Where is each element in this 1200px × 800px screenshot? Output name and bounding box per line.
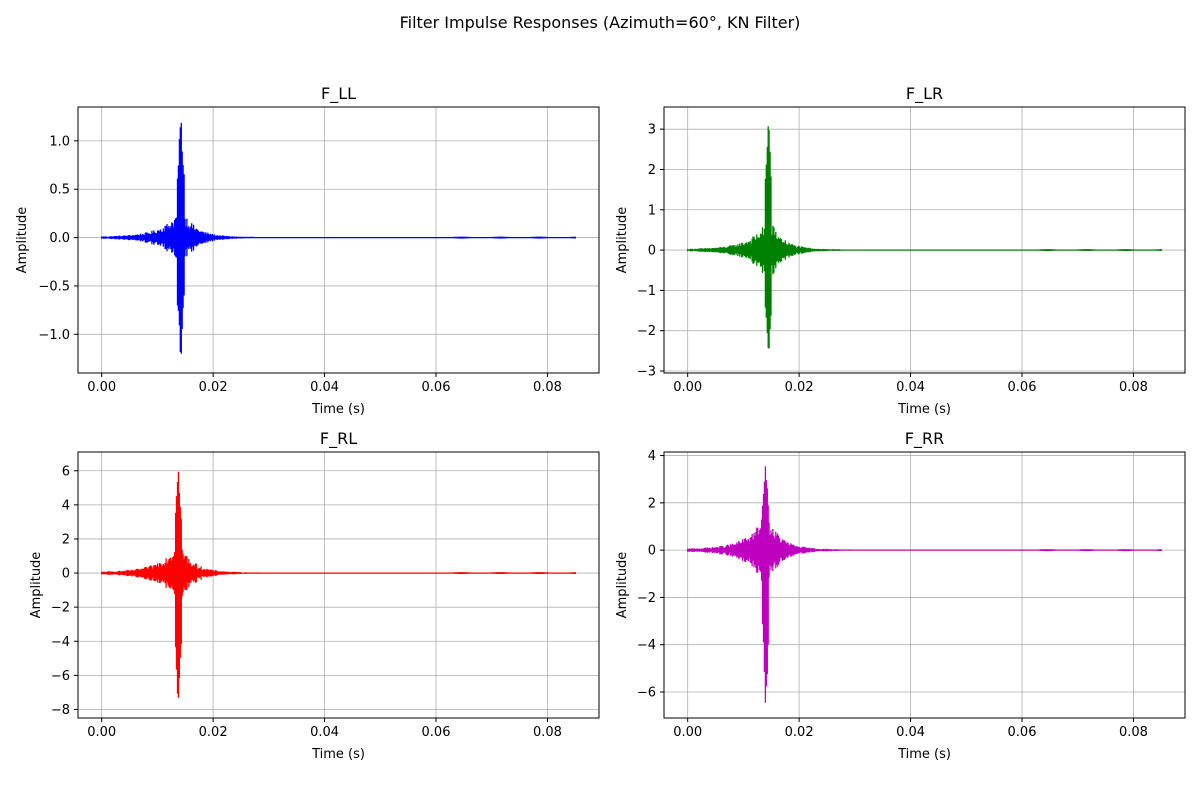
subplot-f-lr: 0.00 0.02 0.04 0.06 0.08 −3 −2 −1 0 1 2 3 F_LR Time (… xyxy=(615,84,1186,417)
y-tick-label: −1.0 xyxy=(38,328,70,343)
y-tick-label: −4 xyxy=(51,635,70,650)
x-tick-label: 0.00 xyxy=(673,380,702,395)
x-tick-label: 0.06 xyxy=(1008,725,1037,740)
y-axis-label: Amplitude xyxy=(615,552,630,619)
x-tick-label: 0.08 xyxy=(1119,725,1148,740)
y-tick-label: −8 xyxy=(51,703,70,718)
subplot-title: F_RL xyxy=(320,429,357,449)
figure-title: Filter Impulse Responses (Azimuth=60°, K… xyxy=(399,13,801,32)
axes-frame xyxy=(663,106,1186,374)
subplot-f-rr: 0.00 0.02 0.04 0.06 0.08 −6 −4 −2 0 2 4 F_RR Time (s… xyxy=(615,429,1186,762)
y-axis-label: Amplitude xyxy=(15,207,30,274)
x-tick-label: 0.00 xyxy=(87,380,116,395)
y-tick-label: 0 xyxy=(648,544,656,559)
y-tick-label: 2 xyxy=(648,163,656,178)
y-tick-label: −0.5 xyxy=(38,279,70,294)
y-tick-label: 0 xyxy=(62,567,70,582)
y-tick-label: 4 xyxy=(648,449,656,464)
y-tick-label: 0 xyxy=(648,244,656,259)
x-axis-label: Time (s) xyxy=(311,402,365,417)
x-tick-label: 0.08 xyxy=(533,380,562,395)
x-tick-label: 0.08 xyxy=(533,725,562,740)
y-tick-label: −2 xyxy=(637,591,656,606)
y-tick-label: 1.0 xyxy=(49,134,70,149)
subplot-title: F_LL xyxy=(321,84,356,104)
y-tick-label: −4 xyxy=(637,638,656,653)
x-axis-label: Time (s) xyxy=(897,747,951,762)
x-tick-label: 0.06 xyxy=(1008,380,1037,395)
x-tick-label: 0.04 xyxy=(310,725,339,740)
x-tick-label: 0.04 xyxy=(896,725,925,740)
y-tick-label: 6 xyxy=(62,464,70,479)
series-line-f-ll xyxy=(101,122,576,354)
series-line-f-rr xyxy=(687,466,1162,703)
y-tick-label: 0.5 xyxy=(49,183,70,198)
x-axis-label: Time (s) xyxy=(897,402,951,417)
axes-frame xyxy=(77,451,600,719)
x-tick-label: 0.00 xyxy=(87,725,116,740)
y-tick-label: −6 xyxy=(51,669,70,684)
subplot-f-ll: 0.00 0.02 0.04 0.06 0.08 −1.0 −0.5 0.0 0.5 1.0 F_L… xyxy=(15,84,600,417)
series-line-f-lr xyxy=(687,126,1162,349)
x-tick-label: 0.02 xyxy=(199,725,228,740)
y-tick-label: 2 xyxy=(62,532,70,547)
y-tick-label: −2 xyxy=(637,324,656,339)
y-tick-label: 1 xyxy=(648,203,656,218)
x-tick-label: 0.06 xyxy=(422,380,451,395)
y-tick-label: −2 xyxy=(51,601,70,616)
y-tick-label: 3 xyxy=(648,123,656,138)
subplot-title: F_LR xyxy=(906,84,943,104)
y-tick-label: 4 xyxy=(62,498,70,513)
x-axis-label: Time (s) xyxy=(311,747,365,762)
y-tick-label: −3 xyxy=(637,364,656,379)
axes-frame xyxy=(77,106,600,374)
x-tick-label: 0.02 xyxy=(785,725,814,740)
series-line-f-rl xyxy=(101,471,576,698)
x-tick-label: 0.08 xyxy=(1119,380,1148,395)
x-tick-label: 0.04 xyxy=(896,380,925,395)
x-tick-label: 0.06 xyxy=(422,725,451,740)
y-tick-label: 0.0 xyxy=(49,231,70,246)
axes-frame xyxy=(663,451,1186,719)
x-tick-label: 0.02 xyxy=(199,380,228,395)
y-axis-label: Amplitude xyxy=(615,207,630,274)
x-tick-label: 0.02 xyxy=(785,380,814,395)
y-tick-label: −6 xyxy=(637,685,656,700)
y-tick-label: −1 xyxy=(637,284,656,299)
x-tick-label: 0.04 xyxy=(310,380,339,395)
subplot-f-rl: 0.00 0.02 0.04 0.06 0.08 −8 −6 −4 −2 0 2 4 6 F_RL Time… xyxy=(29,429,600,762)
x-tick-label: 0.00 xyxy=(673,725,702,740)
y-tick-label: 2 xyxy=(648,496,656,511)
subplot-title: F_RR xyxy=(905,429,944,449)
y-axis-label: Amplitude xyxy=(29,552,44,619)
